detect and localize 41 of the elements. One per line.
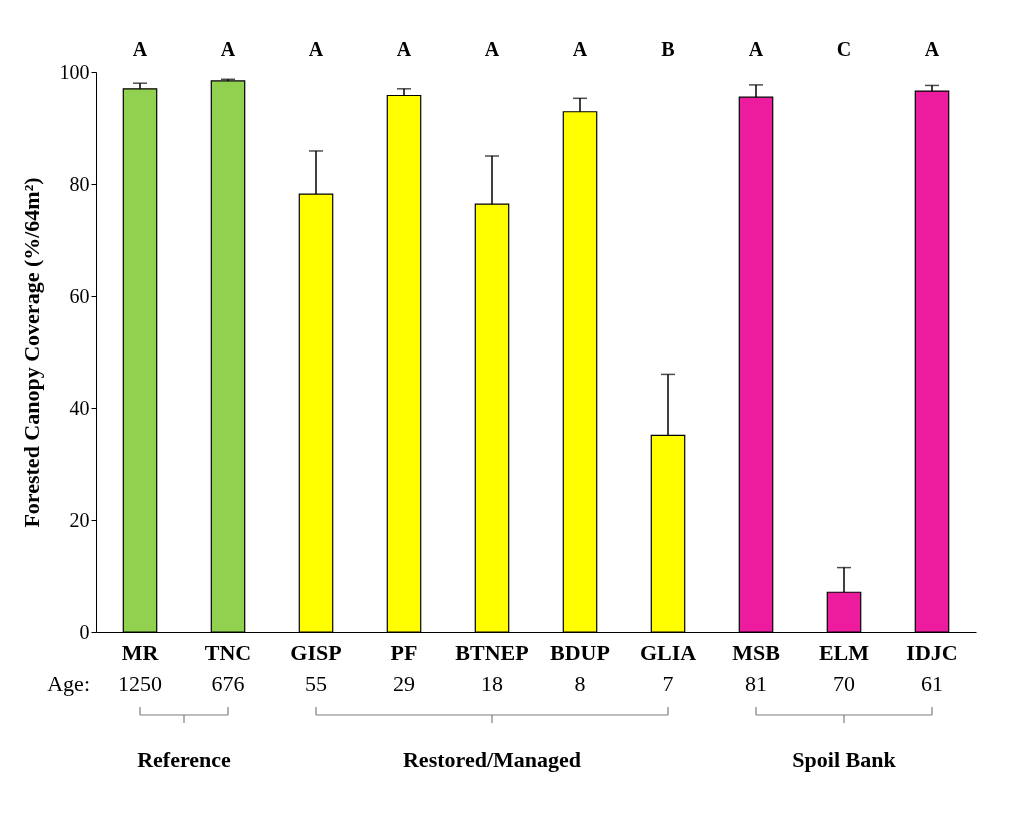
y-tick-label: 40 [69, 396, 90, 419]
text: A [308, 38, 324, 60]
text: A [220, 38, 236, 60]
text: 676 [211, 671, 245, 696]
x-tick-label: TNC [204, 639, 252, 665]
y-tick-label: 0 [79, 620, 90, 643]
x-tick-label: MSB [732, 639, 781, 665]
x-tick-label: IDJC [906, 639, 958, 665]
x-tick-label: MR [121, 639, 160, 665]
text: Age: [47, 671, 90, 696]
text: A [748, 38, 764, 60]
x-tick-label: PF [390, 639, 418, 665]
text: 8 [574, 671, 586, 696]
y-tick-label: 100 [59, 60, 90, 83]
text: A [396, 38, 412, 60]
x-tick-label: GISP [290, 639, 342, 665]
y-axis-title: Forested Canopy Coverage (%/64m²) [18, 177, 44, 528]
text: 70 [833, 671, 855, 696]
y-tick-label: 60 [69, 284, 90, 307]
x-tick-label: BTNEP [455, 639, 529, 665]
text: A [484, 38, 500, 60]
y-tick-label: 20 [69, 508, 90, 531]
text: 55 [305, 671, 327, 696]
text: A [572, 38, 588, 60]
text: 18 [481, 671, 503, 696]
text: A [132, 38, 148, 60]
text: Reference [137, 747, 232, 772]
text: Restored/Managed [402, 747, 582, 772]
text: 81 [745, 671, 767, 696]
text: 29 [393, 671, 415, 696]
text: 61 [921, 671, 943, 696]
x-tick-label: ELM [818, 639, 870, 665]
text: Spoil Bank [792, 747, 897, 772]
text: 7 [662, 671, 674, 696]
text: C [836, 38, 852, 60]
text: 1250 [118, 671, 162, 696]
text: B [661, 38, 675, 60]
y-tick-label: 80 [69, 172, 90, 195]
x-tick-label: GLIA [639, 639, 697, 665]
text: A [924, 38, 940, 60]
x-tick-label: BDUP [550, 639, 610, 665]
